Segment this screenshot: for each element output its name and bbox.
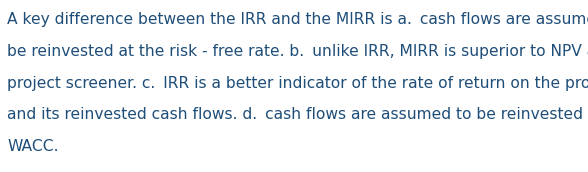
Text: project screener. c.  IRR is a better indicator of the rate of return on the pro: project screener. c. IRR is a better ind… [7,76,588,91]
Text: WACC.: WACC. [7,139,59,154]
Text: and its reinvested cash flows. d.  cash flows are assumed to be reinvested at th: and its reinvested cash flows. d. cash f… [7,108,588,122]
Text: A key difference between the IRR and the MIRR is a.  cash flows are assumed to: A key difference between the IRR and the… [7,12,588,27]
Text: be reinvested at the risk - free rate. b.  unlike IRR, MIRR is superior to NPV a: be reinvested at the risk - free rate. b… [7,44,588,59]
